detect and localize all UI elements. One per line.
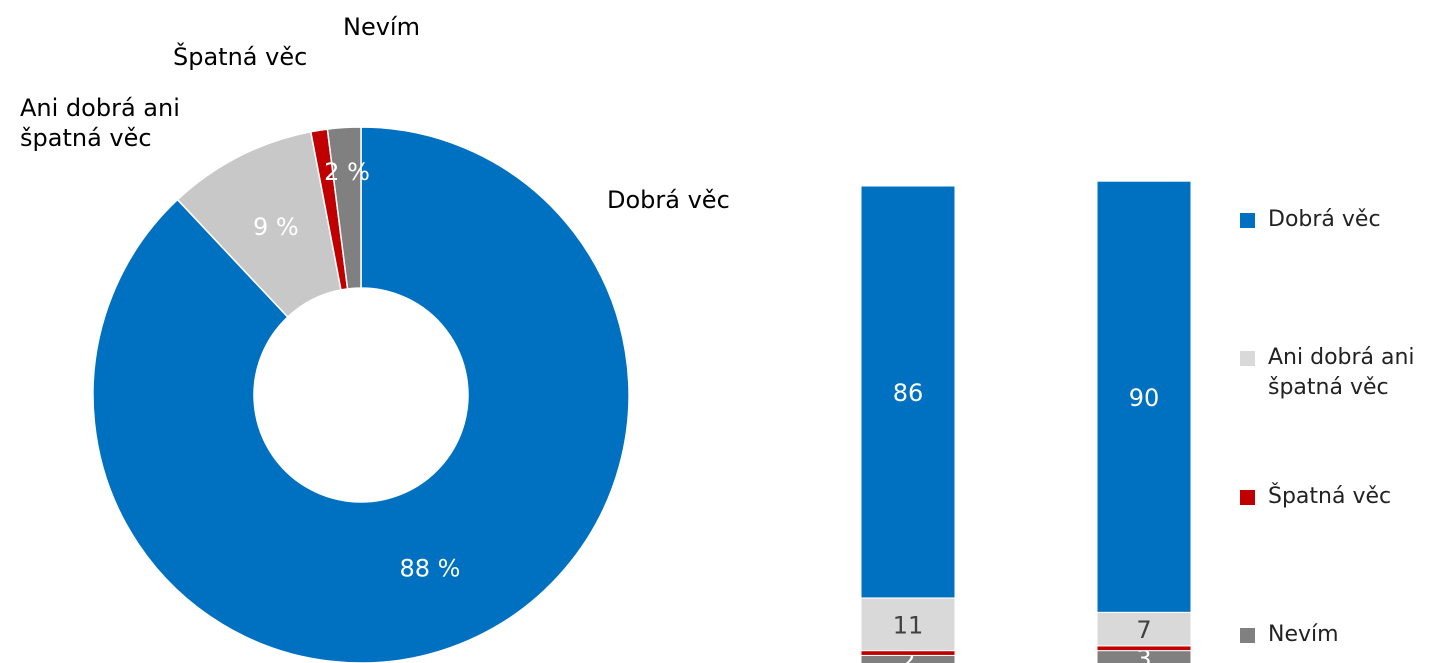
data-label: 7 — [1136, 616, 1151, 644]
legend-label: Ani dobrá ani špatná věc — [1268, 345, 1415, 400]
bar-segment — [1096, 645, 1192, 652]
category-label: Nevím — [343, 13, 420, 41]
bar-segment — [860, 650, 956, 656]
category-label: Dobrá věc — [607, 186, 730, 214]
legend-swatch — [1240, 628, 1255, 643]
data-label: 88 % — [400, 554, 461, 582]
data-label: 9 % — [253, 213, 299, 241]
bar-segment — [860, 185, 956, 599]
donut-slice — [326, 126, 362, 290]
legend-label: Nevím — [1268, 622, 1339, 647]
data-label: 90 — [1129, 384, 1160, 412]
donut-slice — [92, 126, 630, 663]
data-label: 86 — [893, 379, 924, 407]
legend-swatch — [1240, 490, 1255, 505]
bar-segment — [860, 597, 956, 652]
category-label: Ani dobrá ani špatná věc — [20, 94, 180, 152]
legend-label: Špatná věc — [1268, 484, 1392, 509]
legend-label: Dobrá věc — [1268, 207, 1381, 232]
category-label: Špatná věc — [173, 43, 308, 71]
data-label: 11 — [893, 611, 924, 639]
bar-segment — [1096, 180, 1192, 613]
legend-swatch — [1240, 213, 1255, 228]
data-label: 2 % — [324, 158, 370, 186]
legend-swatch — [1240, 351, 1255, 366]
